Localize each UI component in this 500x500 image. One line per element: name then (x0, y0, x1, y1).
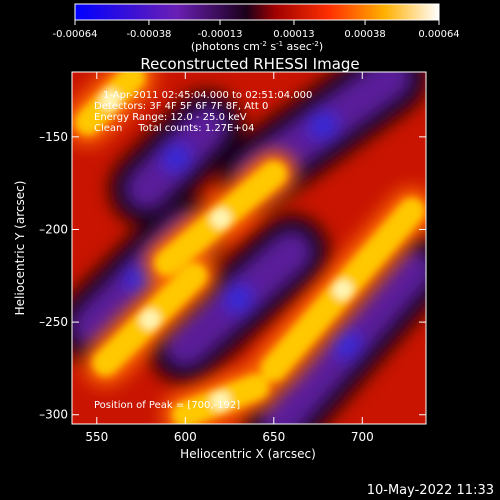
positive-maximum (100, 89, 121, 110)
colorbar-ticks: -0.00064 -0.00038 -0.00013 0.00013 0.00038 0.… (53, 20, 460, 40)
peak-position: Position of Peak = [700,-192] (94, 400, 240, 411)
colorbar-gradient (74, 3, 440, 21)
chart-title: Reconstructed RHESSI Image (140, 55, 359, 73)
x-tick-label: 700 (351, 430, 374, 444)
positive-maximum (139, 309, 160, 330)
positive-maximum (332, 279, 353, 300)
y-tick-label: –200 (39, 222, 68, 236)
colorbar-unit-label: (photons cm-2 s-1 asec-2) (191, 40, 323, 53)
colorbar-tick-label: 0.00013 (273, 29, 314, 40)
info-energy-range: Energy Range: 12.0 - 25.0 keV (94, 112, 247, 123)
heatmap-image (72, 72, 426, 424)
y-tick-label: –250 (39, 315, 68, 329)
y-tick-label: –300 (39, 408, 68, 422)
info-time-range: 1-Apr-2011 02:45:04.000 to 02:51:04.000 (103, 90, 312, 101)
info-detectors: Detectors: 3F 4F 5F 6F 7F 8F, Att 0 (94, 101, 268, 112)
negative-minimum (125, 265, 154, 294)
negative-minimum (162, 144, 191, 173)
x-tick-label: 650 (262, 430, 285, 444)
colorbar: -0.00064 -0.00038 -0.00013 0.00013 0.00038 0.… (53, 3, 460, 53)
colorbar-tick-label: -0.00013 (198, 29, 243, 40)
plot-frame (71, 71, 427, 425)
x-axis-label: Heliocentric X (arcsec) (180, 447, 316, 461)
positive-maximum (210, 208, 231, 229)
positive-maximum (210, 390, 231, 411)
y-axis-label: Heliocentric Y (arcsec) (13, 181, 27, 316)
info-block: 1-Apr-2011 02:45:04.000 to 02:51:04.000 … (94, 90, 312, 411)
negative-minimum (332, 330, 361, 359)
x-tick-label: 600 (174, 430, 197, 444)
timestamp: 10-May-2022 11:33 (367, 483, 494, 498)
y-tick-label: –150 (39, 130, 68, 144)
colorbar-tick-label: 0.00038 (344, 29, 385, 40)
axis-ticks: 550 600 650 700 –150 –200 –250 –300 (39, 72, 426, 444)
colorbar-tick-label: 0.00064 (418, 29, 459, 40)
colorbar-tick-label: -0.00064 (53, 29, 98, 40)
x-tick-label: 550 (85, 430, 108, 444)
colorbar-tick-label: -0.00038 (126, 29, 171, 40)
negative-minimum (224, 284, 253, 313)
info-counts: Clean Total counts: 1.27E+04 (94, 123, 254, 134)
negative-minimum (309, 111, 338, 140)
